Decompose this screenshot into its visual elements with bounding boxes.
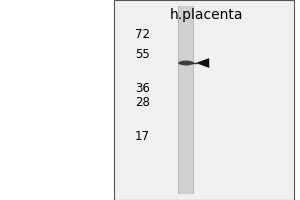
Bar <box>114 0 294 200</box>
Text: 28: 28 <box>135 96 150 108</box>
Bar <box>179 6 193 194</box>
Bar <box>178 6 194 194</box>
Ellipse shape <box>178 61 194 65</box>
Polygon shape <box>196 58 209 68</box>
Text: 72: 72 <box>135 28 150 42</box>
Text: 36: 36 <box>135 82 150 96</box>
Text: 17: 17 <box>135 130 150 144</box>
Text: 55: 55 <box>135 48 150 62</box>
Text: h.placenta: h.placenta <box>170 8 244 22</box>
